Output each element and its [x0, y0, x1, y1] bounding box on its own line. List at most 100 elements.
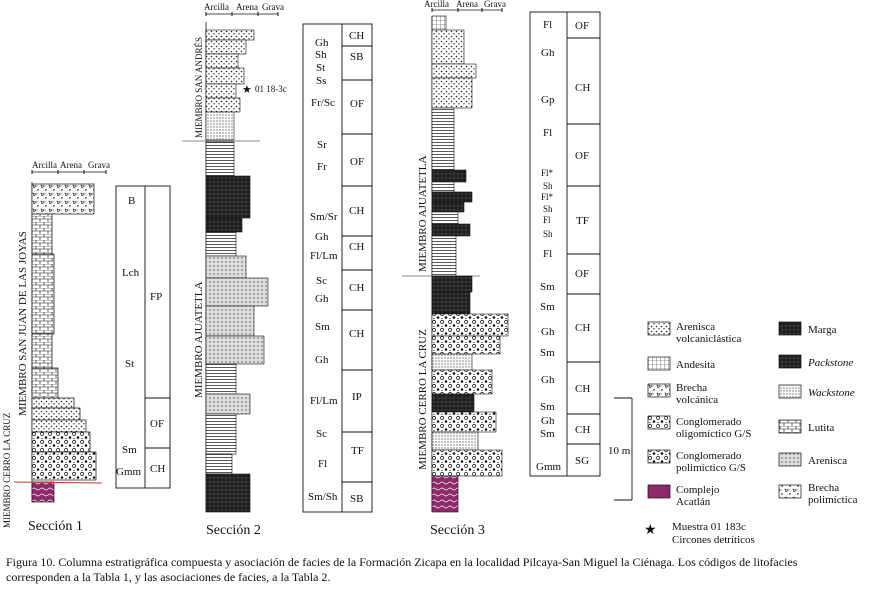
s2-code-12: Gh	[315, 293, 329, 305]
legend-label-10a: Lutita	[808, 422, 834, 434]
legend-label-11a: Arenisca	[808, 455, 847, 467]
s2-scale-sand: Arena	[236, 2, 258, 12]
legend-label-12a: Brecha	[808, 482, 839, 494]
s1-code-1: B	[128, 195, 135, 207]
legend-label-7a: Marga	[808, 324, 837, 336]
s3-assoc-6: CH	[575, 322, 590, 334]
s3-code-17: Sm	[540, 401, 555, 413]
s2-assoc-1: CH	[349, 30, 364, 42]
legend-label-1b: volcaniclástica	[676, 333, 741, 345]
s3-code-8: Sh	[543, 204, 553, 214]
s3-code-9: Fl	[543, 215, 551, 225]
s3-code-5: Fl*	[541, 168, 554, 178]
s2-scale-gravel: Grava	[262, 2, 284, 12]
s3-scale-sand: Arena	[456, 0, 478, 9]
s1-assoc-2: OF	[150, 418, 164, 430]
legend-label-12b: polimíctica	[808, 494, 858, 506]
s2-assoc-10: TF	[351, 445, 364, 457]
s2-assoc-8: CH	[349, 328, 364, 340]
s1-scale-sand: Arena	[60, 160, 82, 170]
legend-swatch-arenisca-volcaniclastica	[647, 321, 671, 336]
sample-legend-line-2: Circones detríticos	[672, 534, 755, 546]
s2-code-3: St	[316, 62, 325, 74]
s3-code-15: Sm	[540, 347, 555, 359]
s1-code-4: Sm	[122, 444, 137, 456]
s3-assoc-9: SG	[575, 455, 589, 467]
section-1-column	[13, 170, 107, 503]
s2-assoc-7: CH	[349, 282, 364, 294]
legend-swatch-arenisca	[778, 452, 802, 467]
s1-assoc-3: CH	[150, 463, 165, 475]
s3-code-1: Fl	[543, 19, 552, 31]
legend-swatch-marga	[778, 321, 802, 336]
s3-assoc-2: CH	[575, 82, 590, 94]
s3-assoc-7: CH	[575, 383, 590, 395]
legend-label-5a: Conglomerado	[676, 450, 742, 462]
s3-assoc-3: OF	[575, 150, 589, 162]
section-3-column	[402, 8, 509, 513]
legend-label-3b: volcánica	[676, 394, 718, 406]
legend	[647, 321, 802, 499]
s2-assoc-6: CH	[349, 241, 364, 253]
legend-label-3a: Brecha	[676, 382, 707, 394]
s2-code-6: Sr	[317, 139, 327, 151]
legend-label-6a: Complejo	[676, 484, 720, 496]
s2-code-18: Sm/Sh	[308, 491, 338, 503]
s3-code-11: Fl	[543, 248, 552, 260]
legend-label-9a: Wackstone	[808, 387, 855, 399]
s2-assoc-2: SB	[350, 51, 363, 63]
s3-code-18: Gh	[541, 415, 555, 427]
s3-member-cerro-la-cruz: MIEMBRO CERRO LA CRUZ	[417, 329, 429, 470]
section-2-column	[182, 12, 279, 513]
legend-swatch-complejo-acatlan	[647, 484, 671, 499]
s2-assoc-11: SB	[350, 493, 363, 505]
s3-code-3: Gp	[541, 94, 555, 106]
s2-member-ajuatetla: MIEMBRO AJUATETLA	[193, 282, 205, 398]
s1-code-3: St	[125, 358, 134, 370]
legend-swatch-packstone	[778, 354, 802, 369]
s3-code-13: Sm	[540, 301, 555, 313]
s2-scale-clay: Arcilla	[204, 2, 229, 12]
section-2-title: Sección 2	[206, 523, 261, 538]
s2-code-15: Fl/Lm	[310, 395, 338, 407]
s1-scale-clay: Arcilla	[32, 160, 57, 170]
legend-swatch-brecha-polimictica	[778, 484, 802, 499]
s2-code-10: Fl/Lm	[310, 250, 338, 262]
s2-member-san-andres: MIEMBRO SAN ANDRÉS	[194, 37, 204, 138]
s3-code-16: Gh	[541, 374, 555, 386]
s3-code-20: Gmm	[536, 461, 562, 473]
s3-scale-clay: Arcilla	[424, 0, 449, 9]
sample-star-icon: ★	[644, 523, 657, 538]
s3-assoc-4: TF	[576, 215, 589, 227]
s2-code-14: Gh	[315, 354, 329, 366]
s2-code-1: Gh	[315, 37, 329, 49]
legend-label-2a: Andesita	[676, 359, 715, 371]
s3-code-10: Sh	[543, 229, 553, 239]
scale-bar	[614, 397, 633, 501]
legend-swatch-brecha-volcanica	[647, 383, 671, 398]
s1-code-2: Lch	[122, 267, 140, 279]
s1-code-5: Gmm	[116, 466, 142, 478]
s3-scale-gravel: Grava	[484, 0, 506, 9]
legend-swatch-lutita	[778, 419, 802, 434]
s3-code-7: Fl*	[541, 192, 554, 202]
legend-label-1a: Arenisca	[676, 321, 715, 333]
s1-member-cerro-la-cruz: MIEMBRO CERRO LA CRUZ	[2, 413, 12, 528]
s3-code-19: Sm	[540, 428, 555, 440]
legend-label-8a: Packstone	[807, 357, 853, 369]
legend-label-6b: Acatlán	[676, 496, 711, 508]
section-3-title: Sección 3	[430, 523, 485, 538]
s3-assoc-1: OF	[575, 20, 589, 32]
s2-code-4: Ss	[316, 75, 326, 87]
figure-caption: Figura 10. Columna estratigráfica compue…	[6, 555, 798, 584]
s2-code-8: Sm/Sr	[310, 211, 338, 223]
s2-code-11: Sc	[316, 275, 327, 287]
legend-swatch-conglomerado-oligomictico	[647, 415, 671, 430]
s3-code-4: Fl	[543, 127, 552, 139]
s3-assoc-5: OF	[575, 268, 589, 280]
legend-label-5b: polimíctico G/S	[676, 462, 746, 474]
scale-bar-label: 10 m	[608, 445, 631, 457]
s1-assoc-1: FP	[150, 291, 162, 303]
s2-assoc-4: OF	[350, 156, 364, 168]
